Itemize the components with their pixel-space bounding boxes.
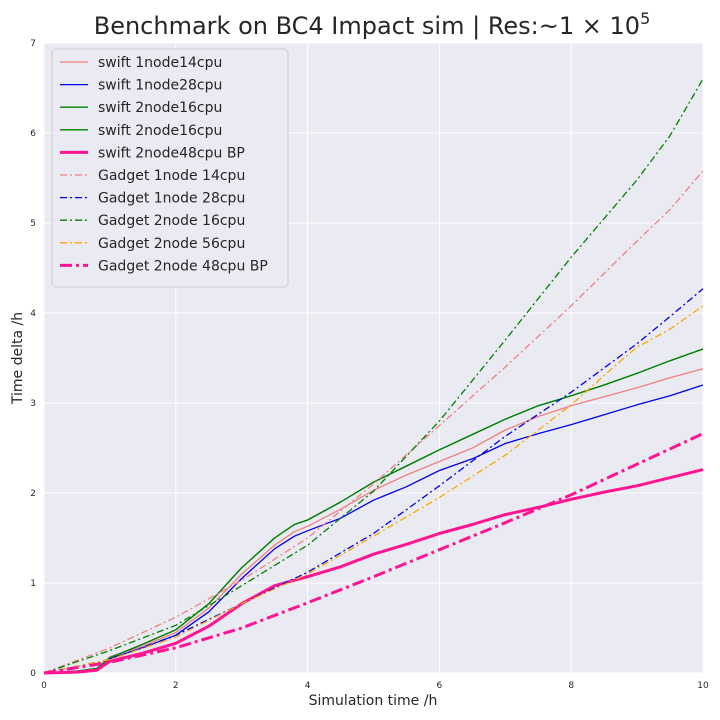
y-tick-label: 6 [30, 129, 36, 139]
y-tick-label: 2 [30, 489, 36, 499]
y-tick-label: 1 [30, 579, 36, 589]
x-axis-label: Simulation time /h [309, 693, 438, 709]
legend-label: Gadget 2node 16cpu [98, 213, 245, 229]
legend-label: Gadget 1node 14cpu [98, 168, 245, 184]
legend-label: Gadget 1node 28cpu [98, 191, 245, 207]
x-tick-label: 4 [305, 681, 311, 691]
legend-label: swift 2node16cpu [98, 123, 222, 139]
legend-label: Gadget 2node 56cpu [98, 236, 245, 252]
legend-label: swift 1node28cpu [98, 78, 222, 94]
series-line-6 [43, 170, 704, 674]
y-axis-label: Time delta /h [10, 312, 26, 405]
series-line-4 [43, 348, 704, 674]
series-line-10 [43, 432, 704, 675]
legend-label: Gadget 2node 48cpu BP [98, 258, 268, 274]
series-line-8 [43, 78, 704, 674]
series-line-7 [43, 288, 704, 674]
x-tick-label: 10 [697, 681, 709, 691]
x-tick-label: 8 [568, 681, 574, 691]
x-tick-label: 6 [437, 681, 443, 691]
y-tick-label: 4 [30, 309, 36, 319]
y-tick-label: 7 [30, 39, 36, 49]
legend-box [51, 48, 289, 288]
x-tick-label: 2 [173, 681, 179, 691]
series-line-5 [43, 468, 704, 675]
x-tick-label: 0 [41, 681, 47, 691]
y-tick-label: 3 [30, 399, 36, 409]
y-tick-label: 5 [30, 219, 36, 229]
legend-label: swift 2node48cpu BP [98, 145, 245, 161]
y-tick-label: 0 [30, 669, 36, 679]
legend: swift 1node14cpu swift 1node28cpu swift 2n… [51, 48, 289, 288]
chart-title: Benchmark on BC4 Impact sim | Res:~1 × 1… [94, 9, 651, 40]
legend-label: swift 1node14cpu [98, 55, 222, 71]
series-line-9 [43, 305, 704, 674]
series-line-1 [43, 368, 704, 674]
legend-label: swift 2node16cpu [98, 100, 222, 116]
